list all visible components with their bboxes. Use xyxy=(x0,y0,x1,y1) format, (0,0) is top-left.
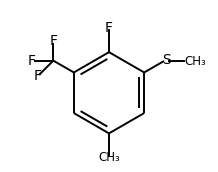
Text: CH₃: CH₃ xyxy=(184,55,206,68)
Text: F: F xyxy=(105,21,113,35)
Text: F: F xyxy=(28,54,36,68)
Text: CH₃: CH₃ xyxy=(98,151,120,164)
Text: S: S xyxy=(162,53,171,67)
Text: F: F xyxy=(33,69,41,83)
Text: F: F xyxy=(49,34,57,48)
